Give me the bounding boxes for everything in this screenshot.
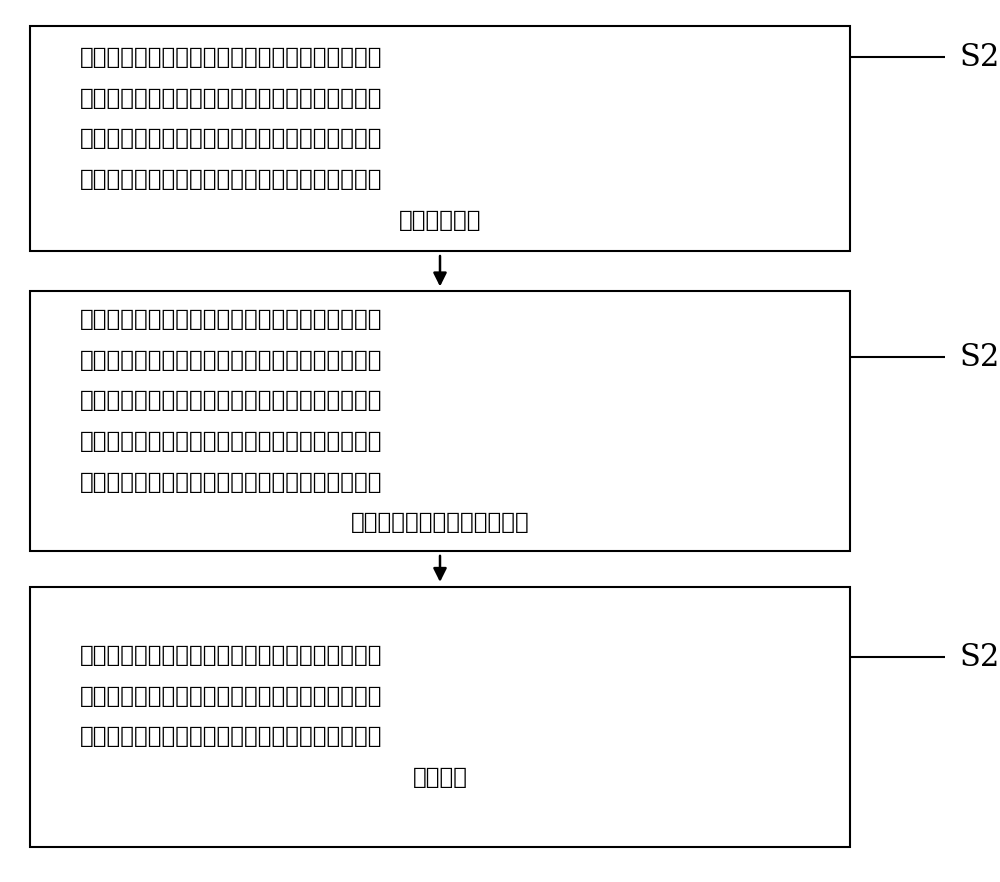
Text: 式的对应关系中震源距离与滑动时长的对应关系，: 式的对应关系中震源距离与滑动时长的对应关系， (80, 470, 382, 494)
Text: 自主激发: 自主激发 (412, 766, 467, 789)
Text: 若所述相邻两震源之间的震源距离位于所述预设震: 若所述相邻两震源之间的震源距离位于所述预设震 (80, 46, 382, 70)
Text: 滑动扫描，并同时根据所述预设震源距离与激发方: 滑动扫描，并同时根据所述预设震源距离与激发方 (80, 430, 382, 453)
Text: 预设滑动时长: 预设滑动时长 (399, 208, 481, 232)
Text: 间，则确定所述在后激发的震源对应的激发方式为: 间，则确定所述在后激发的震源对应的激发方式为 (80, 725, 382, 749)
FancyBboxPatch shape (30, 26, 850, 251)
Text: 源距离与激发方式的对应关系中的第三震源距离区: 源距离与激发方式的对应关系中的第三震源距离区 (80, 684, 382, 708)
Text: S201: S201 (960, 41, 1000, 73)
Text: 若所述相邻两震源之间的震源距离位于所述预设震: 若所述相邻两震源之间的震源距离位于所述预设震 (80, 644, 382, 668)
Text: 确定所述滑动扫描的滑动时长: 确定所述滑动扫描的滑动时长 (351, 511, 529, 534)
FancyBboxPatch shape (30, 291, 850, 551)
Text: 滑动扫描，并同时确定所述滑动扫描的滑动时长为: 滑动扫描，并同时确定所述滑动扫描的滑动时长为 (80, 168, 382, 191)
Text: S203: S203 (960, 641, 1000, 673)
Text: 源距离与激发方式的对应关系中的第一震源距离区: 源距离与激发方式的对应关系中的第一震源距离区 (80, 86, 382, 110)
Text: 间，则确定所述在后激发的震源对应的激发方式为: 间，则确定所述在后激发的震源对应的激发方式为 (80, 127, 382, 151)
FancyBboxPatch shape (30, 587, 850, 847)
Text: S202: S202 (960, 341, 1000, 373)
Text: 源距离与激发方式的对应关系中的第二震源距离区: 源距离与激发方式的对应关系中的第二震源距离区 (80, 348, 382, 372)
Text: 若所述相邻两震源之间的震源距离位于所述预设震: 若所述相邻两震源之间的震源距离位于所述预设震 (80, 308, 382, 332)
Text: 间，则确定所述在后激发的震源对应的激发方式为: 间，则确定所述在后激发的震源对应的激发方式为 (80, 389, 382, 413)
